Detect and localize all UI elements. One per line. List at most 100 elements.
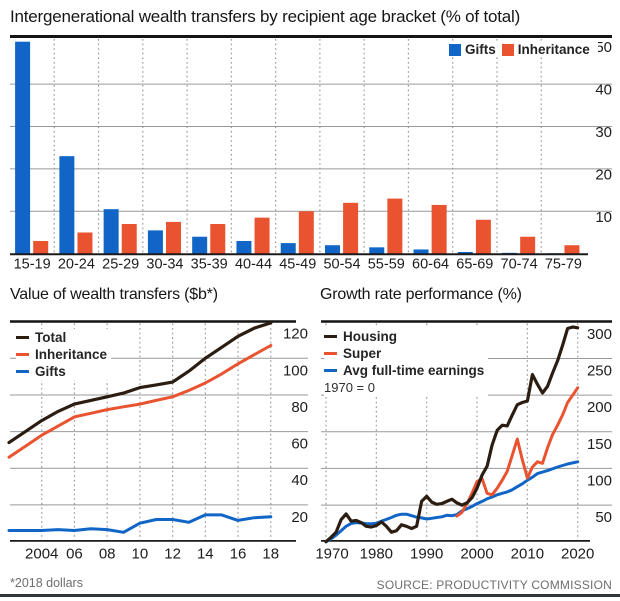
bar-gifts-40-44 bbox=[236, 240, 252, 254]
y-tick-label: 200 bbox=[587, 399, 612, 416]
value-line-chart-svg: 20 40 60 80 100 120 2004 06 08 10 12 14 16 18 bbox=[7, 320, 308, 562]
y-tick-label: 150 bbox=[587, 436, 612, 453]
legend-row-super: Super bbox=[324, 345, 488, 362]
bar-gifts-55-59 bbox=[369, 247, 385, 254]
bar-inheritance-35-39 bbox=[210, 224, 226, 254]
inheritance-line-legend-swatch bbox=[16, 352, 29, 357]
x-tick-label: 65-69 bbox=[456, 257, 493, 273]
bar-inheritance-70-74 bbox=[520, 236, 536, 254]
series-line-housing bbox=[324, 325, 580, 544]
bar-inheritance-75-79 bbox=[564, 245, 580, 254]
series-line-gifts bbox=[7, 513, 273, 534]
x-tick-label: 55-59 bbox=[368, 257, 405, 273]
bottom-rule bbox=[0, 594, 620, 597]
inheritance-legend-swatch bbox=[501, 43, 514, 56]
y-tick-label: 60 bbox=[291, 436, 308, 453]
earnings-legend-swatch bbox=[324, 368, 337, 373]
total-legend-label: Total bbox=[35, 330, 67, 345]
y-tick-label: 20 bbox=[291, 509, 308, 526]
bar-inheritance-40-44 bbox=[254, 217, 270, 254]
base-year-note: 1970 = 0 bbox=[324, 380, 375, 395]
x-tick-label: 16 bbox=[230, 545, 247, 562]
y-tick-label: 50 bbox=[595, 39, 612, 56]
y-tick-label: 30 bbox=[595, 124, 612, 141]
super-legend-label: Super bbox=[343, 346, 382, 361]
title-rule bbox=[10, 35, 612, 38]
x-tick-label: 30-34 bbox=[146, 257, 183, 273]
right-chart-title: Growth rate performance (%) bbox=[320, 286, 522, 303]
y-tick-label: 100 bbox=[283, 362, 308, 379]
x-tick-label: 25-29 bbox=[102, 257, 139, 273]
value-chart-legend: Total Inheritance Gifts bbox=[16, 329, 112, 380]
bar-inheritance-25-29 bbox=[121, 224, 137, 254]
earnings-legend-label: Avg full-time earnings bbox=[343, 363, 485, 378]
inheritance-line-legend-label: Inheritance bbox=[35, 347, 108, 362]
bar-inheritance-50-54 bbox=[343, 202, 359, 254]
growth-line-chart-svg: 50 100 150 200 250 300 1970 1980 1990 2000 2010 202… bbox=[315, 320, 612, 562]
inheritance-legend-label: Inheritance bbox=[517, 42, 590, 57]
source-credit: SOURCE: PRODUCTIVITY COMMISSION bbox=[376, 578, 612, 592]
legend-row-earnings: Avg full-time earnings bbox=[324, 362, 488, 379]
series-line-total bbox=[7, 321, 273, 445]
super-legend-swatch bbox=[324, 351, 337, 356]
y-tick-label: 20 bbox=[595, 166, 612, 183]
x-tick-label: 14 bbox=[197, 545, 214, 562]
x-tick-label: 2000 bbox=[460, 545, 493, 562]
bar-gifts-60-64 bbox=[413, 249, 429, 254]
bar-gifts-20-24 bbox=[59, 156, 75, 254]
bar-inheritance-55-59 bbox=[387, 198, 403, 254]
y-tick-label: 120 bbox=[283, 326, 308, 343]
y-tick-label: 40 bbox=[595, 82, 612, 99]
x-tick-label: 18 bbox=[262, 545, 279, 562]
x-tick-label: 10 bbox=[132, 545, 149, 562]
bar-gifts-15-19 bbox=[15, 41, 31, 254]
x-tick-label: 60-64 bbox=[412, 257, 449, 273]
y-tick-label: 10 bbox=[595, 209, 612, 226]
y-tick-label: 300 bbox=[587, 326, 612, 343]
footnote: *2018 dollars bbox=[10, 576, 83, 590]
x-tick-label: 12 bbox=[164, 545, 181, 562]
legend-row-housing: Housing bbox=[324, 328, 488, 345]
total-legend-swatch bbox=[16, 335, 29, 340]
bar-chart-svg: 10 20 30 40 50 15-19 20-24 25-29 30-34 35-39 40-44… bbox=[10, 39, 612, 273]
x-tick-label: 15-19 bbox=[14, 257, 51, 273]
x-tick-label: 45-49 bbox=[279, 257, 316, 273]
left-chart-title: Value of wealth transfers ($b*) bbox=[10, 286, 218, 303]
bar-gifts-70-74 bbox=[502, 252, 518, 254]
bar-inheritance-30-34 bbox=[166, 221, 182, 254]
gifts-line-legend-swatch bbox=[16, 369, 29, 374]
bar-gifts-35-39 bbox=[192, 236, 208, 254]
x-tick-label: 1980 bbox=[360, 545, 393, 562]
growth-chart-legend: Housing Super Avg full-time earnings 197… bbox=[324, 328, 489, 396]
x-tick-label: 20-24 bbox=[58, 257, 95, 273]
page-title: Intergenerational wealth transfers by re… bbox=[10, 7, 521, 26]
x-tick-label: 70-74 bbox=[501, 257, 538, 273]
bar-inheritance-65-69 bbox=[475, 219, 491, 254]
y-tick-label: 50 bbox=[595, 509, 612, 526]
bar-inheritance-15-19 bbox=[33, 240, 49, 254]
y-tick-label: 250 bbox=[587, 363, 612, 380]
legend-row-gifts: Gifts bbox=[16, 363, 111, 380]
x-tick-label: 2004 bbox=[25, 545, 58, 562]
bar-chart-legend: Gifts Inheritance bbox=[447, 42, 598, 57]
x-tick-label: 35-39 bbox=[191, 257, 228, 273]
bar-inheritance-60-64 bbox=[431, 204, 447, 254]
series-line-inheritance bbox=[7, 344, 273, 459]
y-tick-label: 40 bbox=[291, 472, 308, 489]
series-line-super bbox=[455, 386, 580, 518]
bar-inheritance-20-24 bbox=[77, 232, 93, 254]
housing-legend-swatch bbox=[324, 334, 337, 339]
bar-inheritance-45-49 bbox=[298, 211, 314, 254]
y-tick-label: 80 bbox=[291, 399, 308, 416]
legend-row-inheritance: Inheritance bbox=[16, 346, 111, 363]
x-tick-label: 2010 bbox=[511, 545, 544, 562]
y-tick-label: 100 bbox=[587, 472, 612, 489]
legend-row-total: Total bbox=[16, 329, 111, 346]
x-tick-label: 50-54 bbox=[323, 257, 360, 273]
gifts-legend-label: Gifts bbox=[465, 42, 496, 57]
gifts-legend-swatch bbox=[449, 43, 461, 56]
bar-gifts-65-69 bbox=[457, 252, 473, 254]
x-tick-label: 2020 bbox=[561, 545, 594, 562]
housing-legend-label: Housing bbox=[343, 329, 397, 344]
